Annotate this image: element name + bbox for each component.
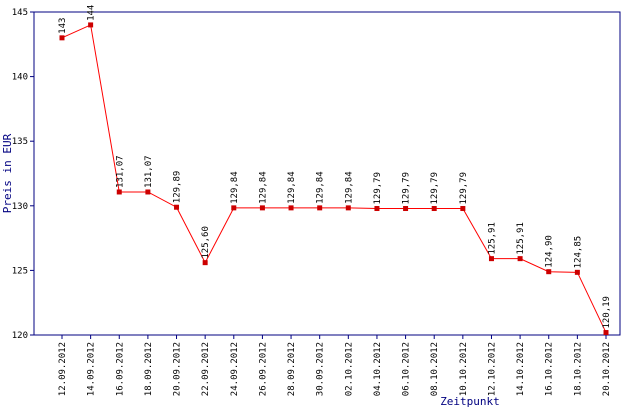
data-point — [345, 205, 351, 211]
data-point — [116, 189, 122, 195]
data-label: 125,91 — [487, 222, 497, 255]
x-tick-label: 12.09.2012 — [58, 342, 68, 396]
x-tick-label: 28.09.2012 — [287, 342, 297, 396]
data-point — [288, 205, 294, 211]
x-tick-label: 04.10.2012 — [373, 342, 383, 396]
x-tick-label: 02.10.2012 — [344, 342, 354, 396]
x-tick-label: 18.09.2012 — [144, 342, 154, 396]
data-label: 129,84 — [230, 171, 240, 204]
data-point — [145, 189, 151, 195]
x-tick-label: 14.10.2012 — [516, 342, 526, 396]
data-point — [374, 206, 380, 212]
data-point — [259, 205, 265, 211]
data-label: 143 — [58, 18, 68, 34]
data-label: 120,19 — [602, 296, 612, 329]
data-label: 129,84 — [344, 171, 354, 204]
data-point — [317, 205, 323, 211]
x-tick-label: 26.09.2012 — [258, 342, 268, 396]
y-tick-label: 140 — [12, 73, 28, 83]
data-label: 129,84 — [287, 171, 297, 204]
x-tick-label: 14.09.2012 — [87, 342, 97, 396]
x-tick-label: 10.10.2012 — [459, 342, 469, 396]
y-tick-label: 130 — [12, 202, 28, 212]
data-point — [231, 205, 237, 211]
data-label: 129,84 — [258, 171, 268, 204]
data-label: 125,60 — [201, 226, 211, 259]
data-point — [546, 269, 552, 275]
x-axis: 12.09.2012 14.09.2012 16.09.2012 18.09.2012… — [58, 335, 612, 396]
y-axis: 120 125 130 135 140 145 — [12, 8, 34, 341]
data-label: 131,07 — [115, 155, 125, 188]
data-label: 125,91 — [516, 222, 526, 255]
data-label: 124,85 — [573, 236, 583, 269]
y-tick-label: 120 — [12, 331, 28, 341]
x-tick-label: 12.10.2012 — [487, 342, 497, 396]
data-point — [431, 206, 437, 212]
series-line — [61, 24, 607, 333]
data-point — [517, 256, 523, 262]
x-tick-label: 22.09.2012 — [201, 342, 211, 396]
data-label: 129,79 — [402, 172, 412, 205]
y-tick-label: 125 — [12, 266, 28, 276]
x-tick-label: 20.09.2012 — [173, 342, 183, 396]
data-label: 131,07 — [144, 155, 154, 188]
plot-frame — [33, 11, 621, 336]
plot-border — [33, 11, 621, 336]
data-label: 129,89 — [173, 171, 183, 204]
x-tick-label: 24.09.2012 — [230, 342, 240, 396]
x-axis-title: Zeitpunkt — [440, 395, 500, 408]
x-tick-label: 06.10.2012 — [402, 342, 412, 396]
data-point — [488, 256, 494, 262]
data-point — [403, 206, 409, 212]
data-point — [603, 330, 609, 336]
data-point — [59, 35, 65, 41]
x-tick-label: 16.10.2012 — [545, 342, 555, 396]
data-point — [174, 204, 180, 210]
x-tick-label: 30.09.2012 — [316, 342, 326, 396]
data-label: 124,90 — [545, 235, 555, 268]
data-label: 129,84 — [316, 171, 326, 204]
x-tick-label: 08.10.2012 — [430, 342, 440, 396]
x-tick-label: 16.09.2012 — [115, 342, 125, 396]
data-label: 129,79 — [430, 172, 440, 205]
data-point — [88, 22, 94, 28]
data-label: 129,79 — [373, 172, 383, 205]
x-tick-label: 20.10.2012 — [602, 342, 612, 396]
price-series: 143 144 131,07 131,07 129,89 125,60 129,84 129,… — [58, 5, 612, 336]
data-label: 129,79 — [459, 172, 469, 205]
y-tick-label: 135 — [12, 137, 28, 147]
data-point — [202, 260, 208, 266]
x-tick-label: 18.10.2012 — [573, 342, 583, 396]
data-point — [460, 206, 466, 212]
data-point — [574, 269, 580, 275]
y-axis-title: Preis in EUR — [1, 133, 14, 213]
y-tick-label: 145 — [12, 8, 28, 18]
data-label: 144 — [87, 5, 97, 21]
